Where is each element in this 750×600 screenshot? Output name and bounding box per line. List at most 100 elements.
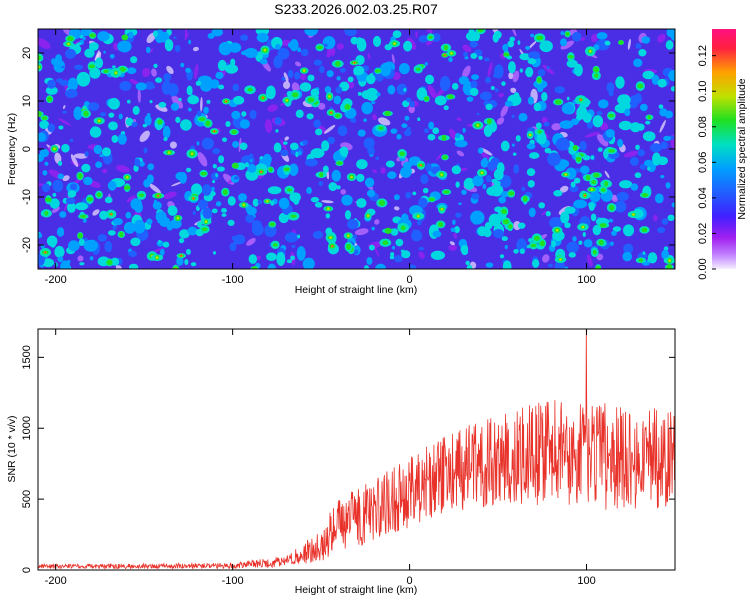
heatmap-blob xyxy=(123,221,136,234)
heatmap-wisp xyxy=(408,105,415,114)
heatmap-peak-max xyxy=(110,213,113,216)
heatmap-blob xyxy=(58,125,64,130)
heatmap-wisp xyxy=(425,29,433,34)
heatmap-blob xyxy=(390,252,395,257)
heatmap-wisp xyxy=(321,200,334,204)
heatmap-blob xyxy=(597,147,603,152)
heatmap-blob xyxy=(485,103,493,111)
heatmap-blob xyxy=(622,224,635,237)
heatmap-blob xyxy=(225,121,231,128)
heatmap-blob xyxy=(356,159,368,170)
heatmap-blob xyxy=(155,77,163,83)
heatmap-blob xyxy=(492,73,499,78)
heatmap-peak xyxy=(595,265,601,269)
heatmap-wisp xyxy=(264,119,273,133)
heatmap-peak xyxy=(539,240,545,247)
heatmap-blob xyxy=(476,112,480,116)
heatmap-blob xyxy=(361,101,373,115)
heatmap-peak-max xyxy=(157,194,160,197)
snr-y-ticks: 0 500 1000 1500 xyxy=(21,345,675,573)
snr-x-tick-label: -200 xyxy=(45,575,67,587)
heatmap-peak xyxy=(41,116,48,120)
heatmap-blob xyxy=(206,99,211,104)
heatmap-blob xyxy=(57,256,64,263)
heatmap-wisp xyxy=(283,72,289,83)
heatmap-blob xyxy=(665,182,671,189)
heatmap-blob xyxy=(341,194,353,206)
heatmap-blob xyxy=(353,65,365,76)
heatmap-blob xyxy=(551,240,556,248)
heatmap-blob xyxy=(239,142,248,151)
heatmap-blob xyxy=(624,108,631,117)
heatmap-blob xyxy=(569,185,579,193)
heatmap-peak xyxy=(572,144,578,151)
heatmap-blob xyxy=(515,135,521,142)
heatmap-blob xyxy=(537,69,546,77)
heatmap-blob xyxy=(78,110,83,114)
heatmap-wisp xyxy=(163,191,177,199)
heatmap-blob xyxy=(259,58,268,65)
heatmap-peak xyxy=(415,67,421,71)
heatmap-blob xyxy=(498,196,507,204)
heatmap-blob xyxy=(450,227,456,233)
heatmap-blob xyxy=(484,57,490,62)
heatmap-peak-core xyxy=(167,151,171,154)
heatmap-blob xyxy=(281,76,286,81)
heatmap-wisp xyxy=(498,92,505,98)
heatmap-peak xyxy=(119,66,126,72)
heatmap-blob xyxy=(398,63,410,75)
heatmap-blob xyxy=(211,29,224,37)
heatmap-blob xyxy=(89,42,99,51)
heatmap-blob xyxy=(103,50,106,54)
heatmap-blob xyxy=(67,190,77,198)
heatmap-blob xyxy=(146,112,151,117)
heatmap-blob xyxy=(274,43,281,50)
heatmap-peak xyxy=(384,110,391,116)
heatmap-blob xyxy=(368,244,375,251)
heatmap-peak xyxy=(447,94,454,100)
heatmap-blob xyxy=(460,244,469,254)
heatmap-peak-max xyxy=(192,197,195,200)
heatmap-blob xyxy=(630,183,639,191)
heatmap-blob xyxy=(517,40,521,45)
heatmap-blob xyxy=(82,218,87,223)
heatmap-blob xyxy=(568,252,576,258)
heatmap-wisp xyxy=(184,29,188,39)
heatmap-blob xyxy=(660,174,665,179)
heatmap-blob xyxy=(162,125,171,139)
heatmap-blob xyxy=(561,102,575,115)
heatmap-blob xyxy=(425,163,432,172)
heatmap-blob xyxy=(513,248,519,254)
heatmap-wisp xyxy=(659,120,666,133)
heatmap-blob xyxy=(590,213,597,222)
heatmap-blob xyxy=(135,82,147,91)
heatmap-blob xyxy=(636,123,645,131)
heatmap-blob xyxy=(455,181,460,188)
heatmap-blob xyxy=(364,265,369,269)
heatmap-blob xyxy=(412,229,417,234)
heatmap-blob xyxy=(66,259,71,264)
heatmap-blob xyxy=(509,36,516,42)
heatmap-blob xyxy=(642,251,646,255)
heatmap-x-tick-label: -200 xyxy=(45,274,67,286)
heatmap-blob xyxy=(257,199,263,205)
heatmap-blob xyxy=(554,86,565,94)
heatmap-blob xyxy=(89,256,94,261)
heatmap-blob xyxy=(130,237,141,247)
heatmap-blob xyxy=(432,230,442,238)
heatmap-wisp xyxy=(541,210,547,216)
heatmap-wisp xyxy=(392,72,401,81)
heatmap-peak-core xyxy=(555,228,559,232)
heatmap-peak xyxy=(106,259,113,266)
heatmap-peak xyxy=(565,31,570,37)
heatmap-blob xyxy=(195,80,202,86)
heatmap-blob xyxy=(318,181,324,187)
heatmap-blob xyxy=(333,95,342,105)
heatmap-blob xyxy=(108,97,120,110)
heatmap-blob xyxy=(559,38,568,47)
heatmap-blob xyxy=(302,140,308,146)
heatmap-blob xyxy=(416,219,422,226)
heatmap-wisp xyxy=(372,169,378,174)
heatmap-blob xyxy=(451,82,459,90)
heatmap-blob xyxy=(396,83,408,95)
